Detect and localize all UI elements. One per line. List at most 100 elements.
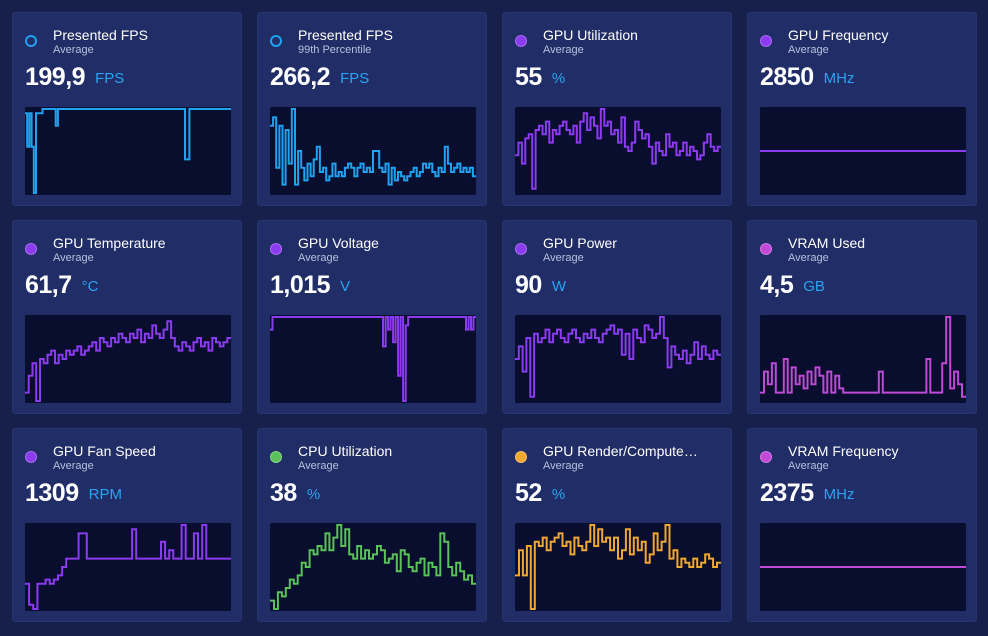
series-dot-icon: [760, 451, 772, 463]
metric-unit: %: [551, 70, 566, 87]
metric-sparkline: [760, 107, 966, 195]
metric-card[interactable]: GPU Voltage Average 1,015 V: [257, 220, 487, 414]
metric-sparkline: [515, 523, 721, 611]
metric-subtitle: 99th Percentile: [298, 44, 372, 56]
metric-value: 2375 MHz: [760, 479, 854, 508]
series-dot-icon: [515, 451, 527, 463]
metric-value: 1309 RPM: [25, 479, 122, 508]
metric-title: Presented FPS: [53, 27, 148, 43]
metric-number: 199,9: [25, 63, 86, 91]
metric-sparkline: [270, 523, 476, 611]
metric-card[interactable]: Presented FPS Average 199,9 FPS: [12, 12, 242, 206]
metric-value: 90 W: [515, 271, 566, 300]
metric-number: 52: [515, 479, 542, 507]
metric-title: GPU Render/Compute…: [543, 443, 698, 459]
metric-title: GPU Frequency: [788, 27, 889, 43]
metric-title: VRAM Used: [788, 235, 866, 251]
metric-number: 2850: [760, 63, 814, 91]
metric-card[interactable]: VRAM Used Average 4,5 GB: [747, 220, 977, 414]
metric-title: GPU Power: [543, 235, 617, 251]
metric-title: GPU Utilization: [543, 27, 638, 43]
metric-subtitle: Average: [543, 252, 584, 264]
metric-sparkline: [760, 315, 966, 403]
metric-sparkline: [760, 523, 966, 611]
metric-sparkline: [25, 523, 231, 611]
metric-unit: RPM: [88, 486, 122, 503]
metric-unit: MHz: [823, 486, 855, 503]
metric-unit: FPS: [95, 70, 125, 87]
sparkline-trace: [515, 524, 721, 610]
metric-subtitle: Average: [298, 252, 339, 264]
metric-subtitle: Average: [788, 44, 829, 56]
metric-card[interactable]: GPU Render/Compute… Average 52%: [502, 428, 732, 622]
metric-card[interactable]: GPU Temperature Average 61,7 °C: [12, 220, 242, 414]
metric-subtitle: Average: [788, 460, 829, 472]
metric-unit: FPS: [340, 70, 370, 87]
metric-card[interactable]: GPU Fan Speed Average 1309 RPM: [12, 428, 242, 622]
metric-number: 266,2: [270, 63, 331, 91]
metric-subtitle: Average: [53, 460, 94, 472]
metric-title: VRAM Frequency: [788, 443, 899, 459]
series-dot-icon: [25, 35, 37, 47]
metric-subtitle: Average: [53, 252, 94, 264]
metric-unit: V: [340, 278, 351, 295]
sparkline-trace: [515, 108, 721, 190]
metric-value: 266,2 FPS: [270, 63, 369, 92]
metric-unit: %: [551, 486, 566, 503]
metric-sparkline: [515, 107, 721, 195]
sparkline-trace: [25, 524, 231, 610]
metric-sparkline: [270, 315, 476, 403]
metric-sparkline: [515, 315, 721, 403]
sparkline-trace: [515, 316, 721, 398]
metric-number: 38: [270, 479, 297, 507]
metric-title: GPU Voltage: [298, 235, 379, 251]
series-dot-icon: [760, 243, 772, 255]
metric-subtitle: Average: [543, 44, 584, 56]
series-dot-icon: [760, 35, 772, 47]
metric-value: 4,5 GB: [760, 271, 825, 300]
metric-subtitle: Average: [543, 460, 584, 472]
metric-sparkline: [25, 315, 231, 403]
series-dot-icon: [270, 35, 282, 47]
metric-card[interactable]: Presented FPS 99th Percentile 266,2 FPS: [257, 12, 487, 206]
sparkline-trace: [270, 108, 476, 186]
metric-unit: %: [306, 486, 321, 503]
metric-value: 38%: [270, 479, 320, 508]
metric-number: 2375: [760, 479, 814, 507]
sparkline-trace: [25, 320, 231, 402]
metric-title: CPU Utilization: [298, 443, 393, 459]
series-dot-icon: [270, 243, 282, 255]
metric-value: 52%: [515, 479, 565, 508]
metric-card[interactable]: GPU Utilization Average 55%: [502, 12, 732, 206]
metric-subtitle: Average: [788, 252, 829, 264]
metric-card[interactable]: CPU Utilization Average 38%: [257, 428, 487, 622]
metric-title: GPU Temperature: [53, 235, 166, 251]
metric-value: 61,7 °C: [25, 271, 99, 300]
metric-card[interactable]: GPU Frequency Average 2850 MHz: [747, 12, 977, 206]
series-dot-icon: [515, 243, 527, 255]
metric-card[interactable]: GPU Power Average 90 W: [502, 220, 732, 414]
series-dot-icon: [25, 243, 37, 255]
metric-unit: MHz: [823, 70, 855, 87]
metric-subtitle: Average: [53, 44, 94, 56]
metric-number: 1309: [25, 479, 79, 507]
series-dot-icon: [25, 451, 37, 463]
metric-value: 1,015 V: [270, 271, 350, 300]
metric-sparkline: [270, 107, 476, 195]
metric-unit: W: [551, 278, 566, 295]
metric-number: 61,7: [25, 271, 72, 299]
series-dot-icon: [515, 35, 527, 47]
metric-value: 2850 MHz: [760, 63, 854, 92]
metric-number: 1,015: [270, 271, 331, 299]
metric-sparkline: [25, 107, 231, 195]
metric-card[interactable]: VRAM Frequency Average 2375 MHz: [747, 428, 977, 622]
metric-number: 55: [515, 63, 542, 91]
metric-title: Presented FPS: [298, 27, 393, 43]
metric-unit: °C: [81, 278, 99, 295]
metric-number: 90: [515, 271, 542, 299]
sparkline-trace: [270, 524, 476, 610]
sparkline-trace: [25, 108, 231, 194]
sparkline-trace: [760, 316, 966, 398]
metric-number: 4,5: [760, 271, 794, 299]
